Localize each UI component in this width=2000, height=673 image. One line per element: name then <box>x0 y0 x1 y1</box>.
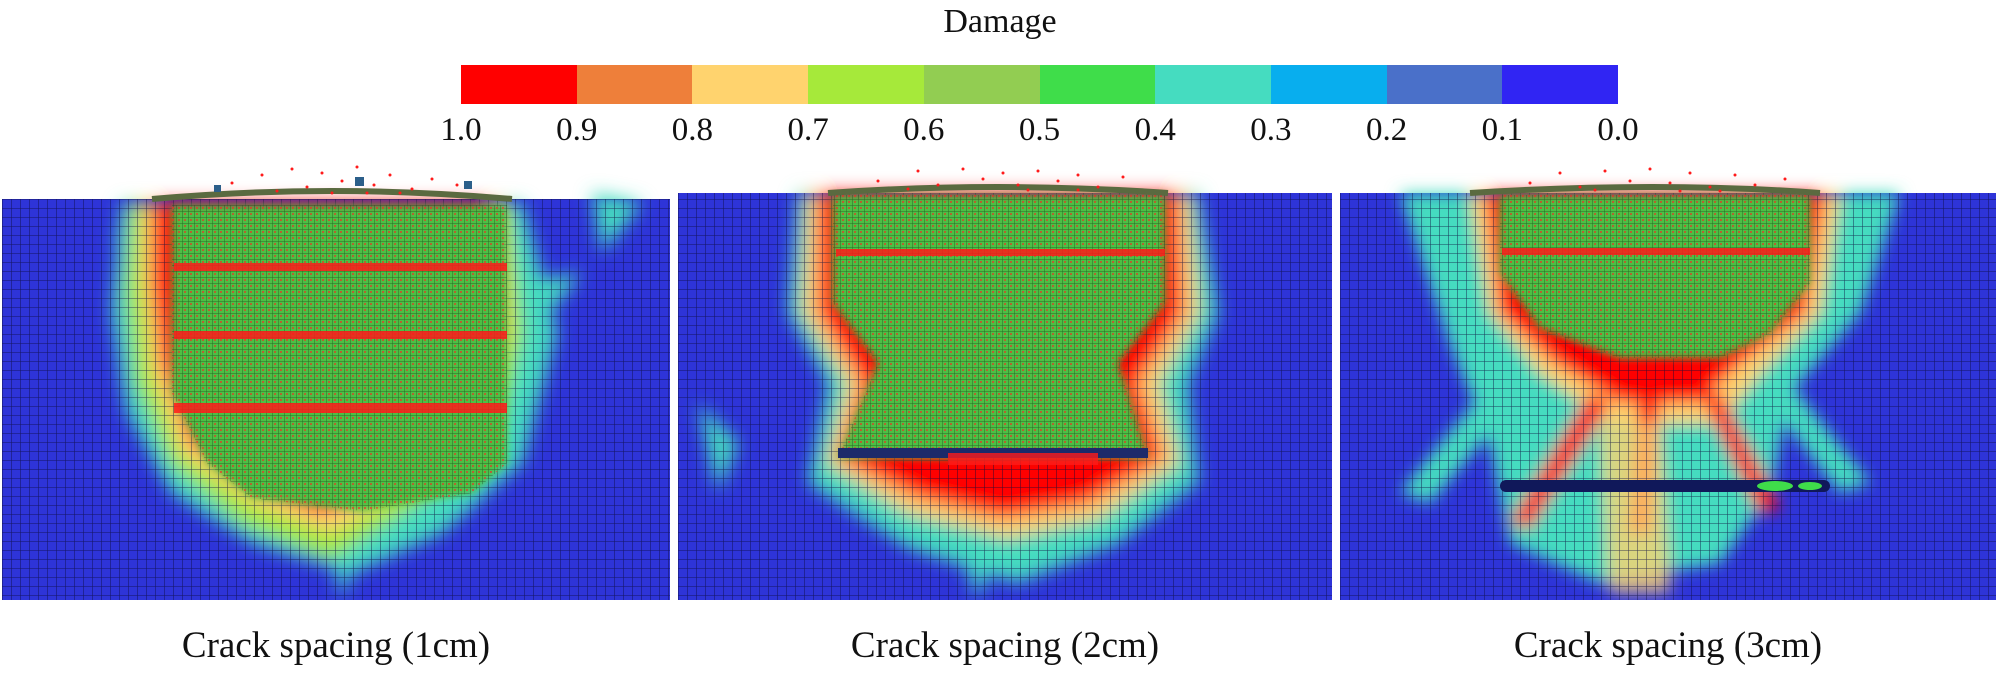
colorbar-swatch-8 <box>1270 65 1387 104</box>
colorbar-tick: 0.7 <box>787 112 829 148</box>
damage-panel-2cm <box>678 163 1332 600</box>
colorbar-tick: 0.1 <box>1481 112 1523 148</box>
colorbar-swatch-1 <box>461 65 577 104</box>
colorbar-swatch-9 <box>1386 65 1503 104</box>
damage-contour-3cm <box>1340 167 1996 600</box>
colorbar-swatch-3 <box>692 65 809 104</box>
colorbar-swatch-2 <box>576 65 693 104</box>
colorbar-swatch-5 <box>923 65 1040 104</box>
colorbar-tick: 0.8 <box>671 112 714 148</box>
colorbar-tick-labels: 1.0 0.9 0.8 0.7 0.6 0.5 0.4 0.3 0.2 0.1 … <box>0 108 2000 152</box>
colorbar-tick: 0.3 <box>1250 112 1292 148</box>
caption-3cm: Crack spacing (3cm) <box>1513 625 1823 666</box>
damage-panel-3cm <box>1340 163 1996 600</box>
colorbar-tick: 0.4 <box>1134 112 1176 148</box>
colorbar-swatch-4 <box>808 65 924 104</box>
colorbar-swatch-7 <box>1155 65 1271 104</box>
colorbar-tick: 0.2 <box>1365 112 1408 148</box>
caption-2cm: Crack spacing (2cm) <box>850 625 1160 666</box>
damage-contour-2cm <box>678 167 1332 600</box>
damage-contour-1cm <box>2 165 670 600</box>
damage-colorbar <box>461 65 1619 104</box>
colorbar-tick: 0.6 <box>903 112 945 148</box>
colorbar-tick: 0.5 <box>1018 112 1061 148</box>
colorbar-swatch-10 <box>1502 65 1619 104</box>
caption-1cm: Crack spacing (1cm) <box>181 625 491 666</box>
damage-panel-1cm <box>2 163 670 600</box>
legend-title: Damage <box>943 3 1057 40</box>
colorbar-tick: 0.9 <box>556 112 598 148</box>
colorbar-tick: 1.0 <box>440 112 482 148</box>
colorbar-tick: 0.0 <box>1597 112 1639 148</box>
colorbar-swatch-6 <box>1039 65 1156 104</box>
